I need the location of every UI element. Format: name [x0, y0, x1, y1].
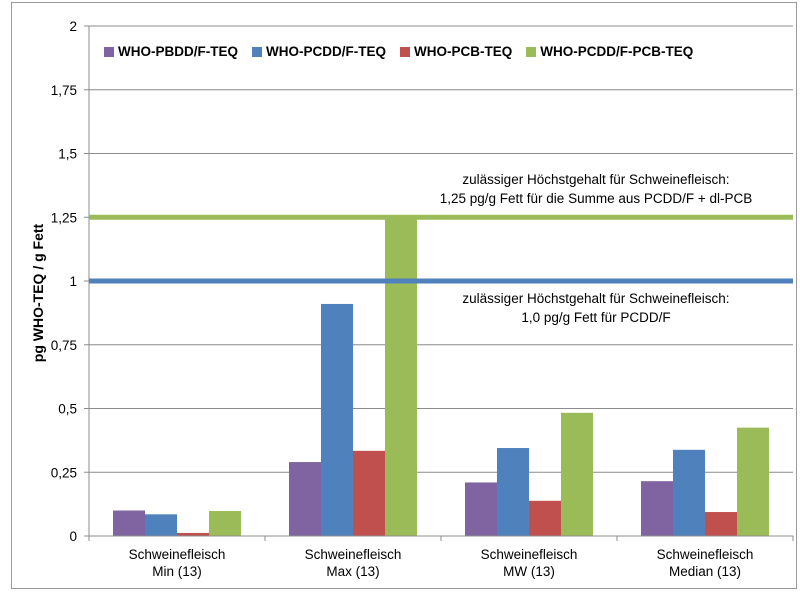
bar — [177, 532, 209, 536]
legend-swatch — [251, 46, 262, 57]
bar — [737, 427, 769, 536]
legend: WHO-PBDD/F-TEQ WHO-PCDD/F-TEQ WHO-PCB-TE… — [104, 44, 693, 59]
bar — [353, 450, 385, 536]
y-tick-label: 1 — [69, 274, 77, 289]
y-tick-label: 1,75 — [51, 83, 77, 98]
y-tick-label: 1,25 — [51, 210, 77, 225]
legend-label: WHO-PBDD/F-TEQ — [118, 44, 238, 59]
legend-label: WHO-PCDD/F-PCB-TEQ — [540, 44, 694, 59]
x-tick-label: MW (13) — [503, 564, 555, 579]
x-tick-label: Schweinefleisch — [305, 547, 402, 562]
legend-label: WHO-PCDD/F-TEQ — [265, 44, 386, 59]
x-tick-label: Max (13) — [326, 564, 379, 579]
x-tick-label: Schweinefleisch — [129, 547, 226, 562]
bar — [289, 462, 321, 536]
bar — [529, 500, 561, 536]
bar — [497, 448, 529, 536]
bar — [209, 511, 241, 536]
x-tick-label: Median (13) — [669, 564, 741, 579]
annotation-line: 1,25 pg/g Fett für die Summe aus PCDD/F … — [439, 190, 753, 206]
legend-item: WHO-PCDD/F-TEQ — [251, 44, 386, 59]
legend-swatch — [399, 46, 410, 57]
annotation-limit-sum: zulässiger Höchstgehalt für Schweineflei… — [386, 171, 800, 208]
legend-swatch — [526, 46, 537, 57]
bar — [385, 217, 417, 536]
bar — [561, 412, 593, 536]
legend-item: WHO-PCB-TEQ — [399, 44, 513, 59]
y-tick-label: 2 — [69, 19, 77, 34]
bar — [465, 482, 497, 536]
y-tick-label: 1,5 — [58, 147, 77, 162]
bar — [705, 512, 737, 536]
bar — [641, 481, 673, 536]
annotation-limit-pcddf: zulässiger Höchstgehalt für Schweineflei… — [386, 290, 800, 327]
legend-item: WHO-PBDD/F-TEQ — [104, 44, 238, 59]
y-tick-label: 0,25 — [51, 465, 77, 480]
annotation-line: zulässiger Höchstgehalt für Schweineflei… — [462, 291, 730, 306]
y-axis-label: pg WHO-TEQ / g Fett — [30, 223, 46, 363]
annotation-line: zulässiger Höchstgehalt für Schweineflei… — [462, 172, 730, 187]
y-tick-label: 0,5 — [58, 402, 77, 417]
bar — [321, 303, 353, 536]
legend-swatch — [104, 46, 114, 57]
x-tick-label: Schweinefleisch — [481, 547, 578, 562]
y-tick-label: 0,75 — [51, 338, 77, 353]
chart-frame — [11, 2, 797, 589]
legend-item: WHO-PCDD/F-PCB-TEQ — [526, 44, 693, 59]
bar — [673, 449, 705, 536]
x-tick-label: Min (13) — [152, 564, 202, 579]
annotation-line: 1,0 pg/g Fett für PCDD/F — [521, 309, 671, 325]
bar — [145, 514, 177, 536]
bar — [113, 510, 145, 536]
y-tick-label: 0 — [69, 529, 77, 544]
x-tick-label: Schweinefleisch — [657, 547, 754, 562]
legend-label: WHO-PCB-TEQ — [413, 44, 513, 59]
